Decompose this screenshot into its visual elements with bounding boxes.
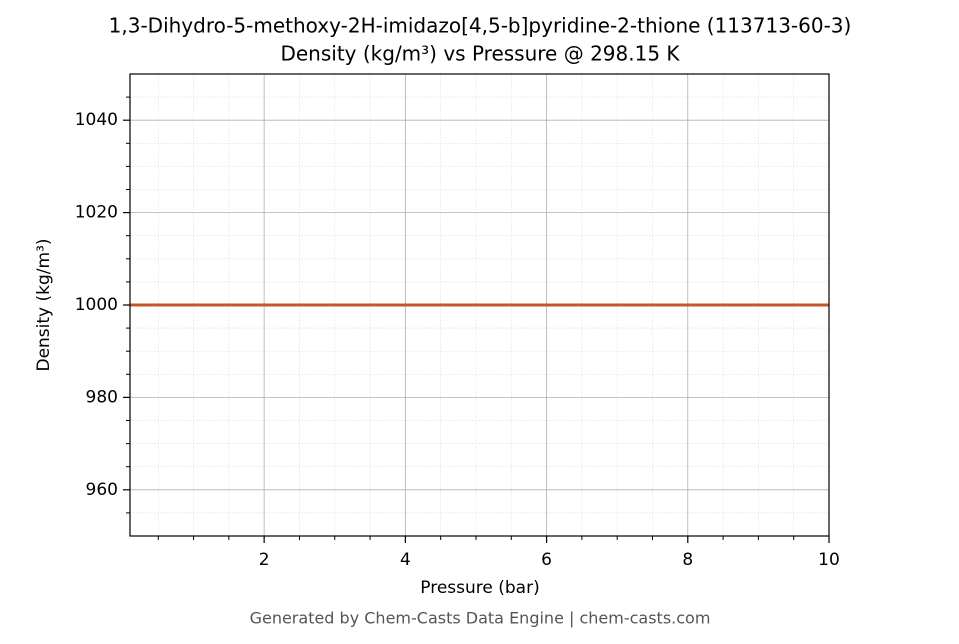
x-tick-label: 6 bbox=[541, 550, 552, 570]
x-axis-label: Pressure (bar) bbox=[420, 578, 539, 598]
footer: Generated by Chem-Casts Data Engine | ch… bbox=[250, 609, 711, 628]
plot-frame bbox=[129, 73, 830, 537]
chart-title: 1,3-Dihydro-5-methoxy-2H-imidazo[4,5-b]p… bbox=[109, 14, 852, 38]
y-tick-label: 1000 bbox=[75, 295, 118, 315]
x-tick-label: 10 bbox=[818, 550, 840, 570]
y-axis-label: Density (kg/m³) bbox=[34, 238, 54, 371]
x-tick-label: 4 bbox=[400, 550, 411, 570]
y-tick-label: 960 bbox=[86, 480, 118, 500]
y-tick-label: 980 bbox=[86, 387, 118, 407]
x-tick-label: 2 bbox=[259, 550, 270, 570]
x-tick-label: 8 bbox=[682, 550, 693, 570]
chart-subtitle: Density (kg/m³) vs Pressure @ 298.15 K bbox=[280, 42, 680, 66]
y-tick-label: 1040 bbox=[75, 110, 118, 130]
y-tick-label: 1020 bbox=[75, 203, 118, 223]
